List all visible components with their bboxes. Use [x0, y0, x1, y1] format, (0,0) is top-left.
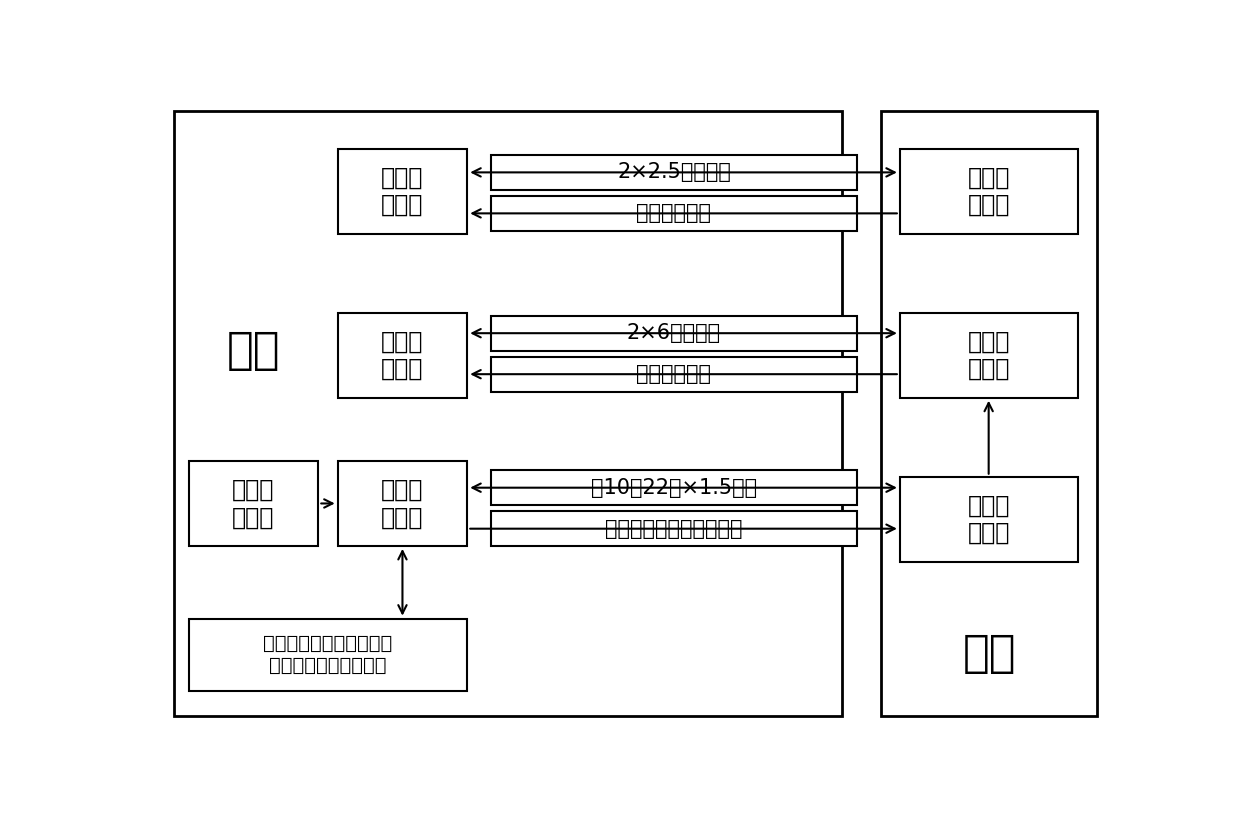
Text: 子站环
控单元: 子站环 控单元: [967, 165, 1009, 217]
Text: 子站: 子站: [962, 631, 1016, 675]
Bar: [491, 357, 857, 391]
Bar: [880, 111, 1096, 717]
Bar: [491, 511, 857, 546]
Bar: [900, 477, 1078, 562]
Text: 主站控
制电源: 主站控 制电源: [232, 477, 275, 529]
Text: 子站控
制单元: 子站控 制单元: [967, 493, 1009, 545]
Bar: [188, 461, 319, 546]
Text: 2×2.5两芯电缆: 2×2.5两芯电缆: [618, 162, 730, 183]
Bar: [900, 313, 1078, 398]
Bar: [491, 155, 857, 190]
Text: 主站控
制单元: 主站控 制单元: [381, 477, 424, 529]
Text: （10～22）×1.5电缆: （10～22）×1.5电缆: [591, 477, 756, 498]
Text: 主站操
作电源: 主站操 作电源: [381, 329, 424, 381]
Bar: [337, 149, 467, 234]
Bar: [188, 618, 467, 691]
Text: 2×6两芯电缆: 2×6两芯电缆: [627, 324, 720, 343]
Text: 子站执
行单元: 子站执 行单元: [967, 329, 1009, 381]
Text: 提供环控电源: 提供环控电源: [636, 203, 712, 224]
Text: 主站: 主站: [227, 329, 280, 372]
Text: 相邻间隔微机保护提供遥
控操作和遥信采集单元: 相邻间隔微机保护提供遥 控操作和遥信采集单元: [263, 634, 393, 676]
Bar: [491, 316, 857, 351]
Bar: [174, 111, 842, 717]
Bar: [900, 149, 1078, 234]
Bar: [337, 313, 467, 398]
Bar: [491, 196, 857, 231]
Bar: [491, 470, 857, 505]
Text: 提供操作电源: 提供操作电源: [636, 364, 712, 384]
Text: 操作控制和状态信号采集: 操作控制和状态信号采集: [605, 518, 743, 539]
Text: 主站环
控电源: 主站环 控电源: [381, 165, 424, 217]
Bar: [337, 461, 467, 546]
